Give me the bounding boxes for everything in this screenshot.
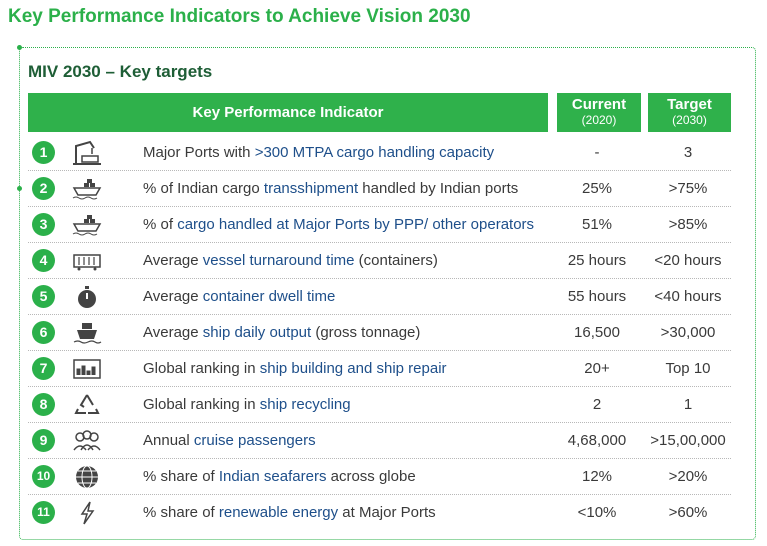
kpi-text: Global ranking in ship building and ship…: [143, 360, 447, 377]
frame-dot-side: [17, 186, 22, 191]
kpi-row: 10 % share of Indian seafarers across gl…: [28, 459, 731, 495]
shipyard-icon: [72, 356, 102, 382]
row-number-badge: 2: [32, 177, 55, 200]
row-number-badge: 5: [32, 285, 55, 308]
row-number-badge: 6: [32, 321, 55, 344]
target-value: >85%: [668, 216, 708, 233]
globe-icon: [72, 464, 102, 490]
header-current-label: Current: [571, 96, 627, 113]
passengers-icon: [72, 428, 102, 454]
row-number-badge: 3: [32, 213, 55, 236]
header-kpi-label: Key Performance Indicator: [192, 104, 384, 121]
kpi-row: 7 Global ranking in ship building and sh…: [28, 351, 731, 387]
kpi-row: 4 Average vessel turnaround time (contai…: [28, 243, 731, 279]
target-value: >20%: [668, 468, 708, 485]
header-current: Current (2020): [557, 93, 641, 132]
kpi-row: 6 Average ship daily output (gross tonna…: [28, 315, 731, 351]
target-value: >30,000: [660, 324, 716, 341]
header-kpi: Key Performance Indicator: [28, 93, 548, 132]
recycle-icon: [72, 392, 102, 418]
header-target-label: Target: [667, 96, 712, 113]
kpi-row: 9 Annual cruise passengers 4,68,000 >15,…: [28, 423, 731, 459]
kpi-text: % of Indian cargo transshipment handled …: [143, 180, 519, 197]
port-crane-icon: [72, 140, 102, 166]
current-value: 16,500: [574, 324, 620, 341]
target-value: <40 hours: [654, 288, 722, 305]
row-number-badge: 10: [32, 465, 55, 488]
cargo-ship-icon: [72, 212, 102, 238]
kpi-row: 2 % of Indian cargo transshipment handle…: [28, 171, 731, 207]
ship-front-icon: [72, 320, 102, 346]
kpi-text: Major Ports with >300 MTPA cargo handlin…: [143, 144, 495, 161]
current-value: 20+: [584, 360, 610, 377]
kpi-text: % of cargo handled at Major Ports by PPP…: [143, 216, 535, 233]
kpi-row: 8 Global ranking in ship recycling 2 1: [28, 387, 731, 423]
current-value: 55 hours: [567, 288, 627, 305]
kpi-row: 1 Major Ports with >300 MTPA cargo handl…: [28, 135, 731, 171]
current-value: <10%: [577, 504, 617, 521]
kpi-text: Average container dwell time: [143, 288, 336, 305]
target-value: >60%: [668, 504, 708, 521]
container-icon: [72, 248, 102, 274]
kpi-text: % share of Indian seafarers across globe: [143, 468, 416, 485]
current-value: 51%: [581, 216, 613, 233]
target-value: 1: [683, 396, 693, 413]
kpi-row: 5 Average container dwell time 55 hours …: [28, 279, 731, 315]
section-title: MIV 2030 – Key targets: [28, 62, 213, 81]
target-value: >75%: [668, 180, 708, 197]
target-value: Top 10: [665, 360, 711, 377]
page-title: Key Performance Indicators to Achieve Vi…: [8, 6, 471, 27]
frame-dot-top: [17, 45, 22, 50]
header-current-year: (2020): [581, 113, 617, 127]
row-number-badge: 11: [32, 501, 55, 524]
kpi-text: % share of renewable energy at Major Por…: [143, 504, 436, 521]
header-target-year: (2030): [672, 113, 707, 127]
stopwatch-icon: [72, 284, 102, 310]
target-value: <20 hours: [654, 252, 722, 269]
kpi-text: Average vessel turnaround time (containe…: [143, 252, 438, 269]
target-value: 3: [683, 144, 693, 161]
kpi-text: Annual cruise passengers: [143, 432, 316, 449]
header-target: Target (2030): [648, 93, 731, 132]
kpi-row: 11 % share of renewable energy at Major …: [28, 495, 731, 531]
lightning-icon: [72, 500, 102, 526]
kpi-row: 3 % of cargo handled at Major Ports by P…: [28, 207, 731, 243]
row-number-badge: 8: [32, 393, 55, 416]
row-number-badge: 7: [32, 357, 55, 380]
row-number-badge: 9: [32, 429, 55, 452]
targets-frame: [19, 47, 756, 540]
kpi-text: Global ranking in ship recycling: [143, 396, 351, 413]
cargo-ship-icon: [72, 176, 102, 202]
row-number-badge: 1: [32, 141, 55, 164]
kpi-text: Average ship daily output (gross tonnage…: [143, 324, 421, 341]
current-value: 12%: [581, 468, 613, 485]
row-number-badge: 4: [32, 249, 55, 272]
current-value: 4,68,000: [567, 432, 627, 449]
current-value: 2: [592, 396, 602, 413]
target-value: >15,00,000: [650, 432, 726, 449]
current-value: -: [594, 144, 600, 161]
current-value: 25%: [581, 180, 613, 197]
current-value: 25 hours: [567, 252, 627, 269]
